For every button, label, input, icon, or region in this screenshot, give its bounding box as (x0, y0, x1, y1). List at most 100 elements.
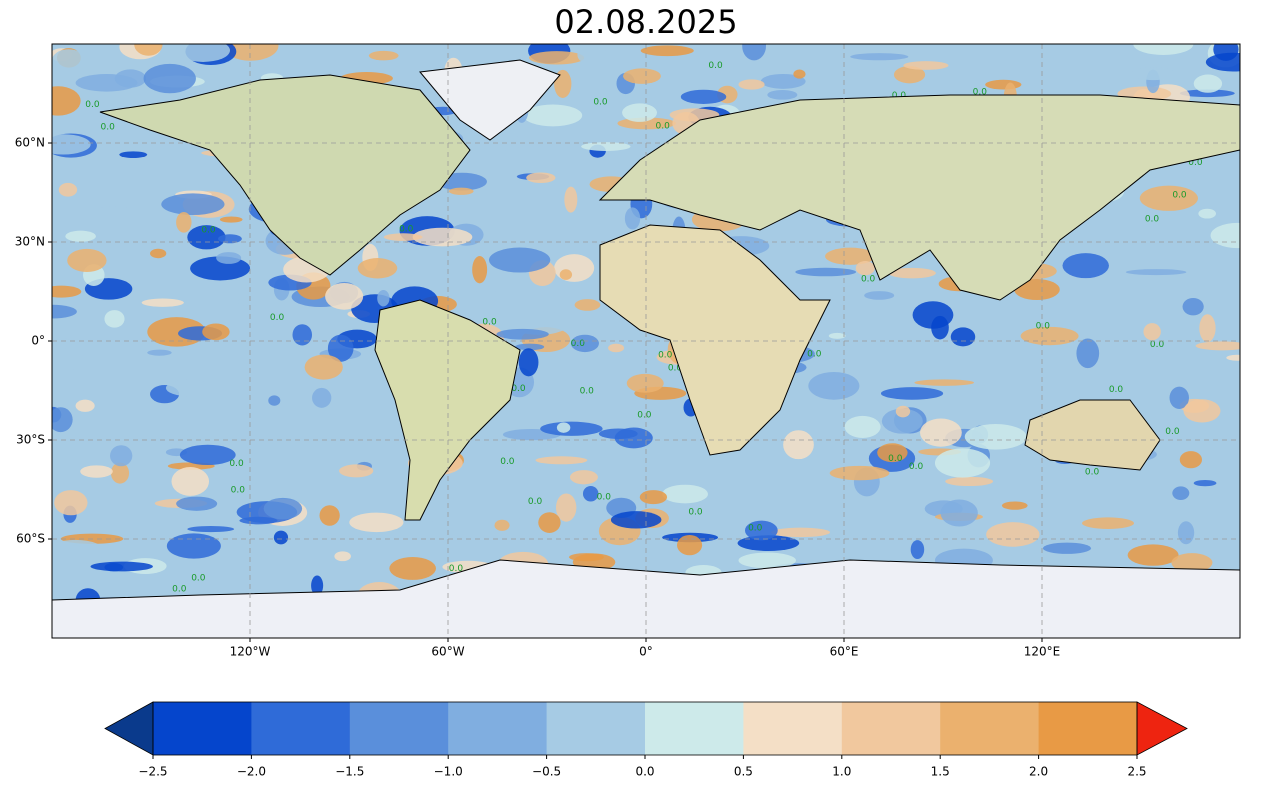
anomaly-patch (877, 443, 908, 463)
anomaly-patch (349, 512, 404, 533)
anomaly-patch (488, 247, 551, 273)
colorbar-tick-label: 1.5 (931, 765, 950, 779)
anomaly-patch (677, 535, 703, 556)
anomaly-patch (273, 530, 289, 545)
anomaly-patch (1179, 451, 1203, 469)
anomaly-patch (1076, 338, 1100, 369)
anomaly-patch (150, 248, 167, 259)
contour-label: 0.0 (593, 97, 608, 107)
anomaly-patch (985, 79, 1022, 90)
contour-label: 0.0 (909, 462, 924, 472)
contour-label: 0.0 (708, 61, 723, 71)
anomaly-patch (1213, 44, 1239, 61)
contour-label: 0.0 (1085, 468, 1100, 478)
anomaly-patch (767, 90, 798, 100)
anomaly-patch (472, 256, 488, 284)
eurasia (598, 94, 1240, 301)
contour-label: 0.0 (658, 351, 673, 361)
anomaly-patch (1179, 89, 1235, 98)
anomaly-patch (529, 51, 585, 65)
contour-label: 0.0 (888, 454, 903, 464)
anomaly-patch (920, 418, 962, 447)
anomaly-patch (903, 61, 949, 70)
anomaly-patch (218, 234, 242, 244)
anomaly-patch (161, 193, 225, 216)
anomaly-patch (895, 405, 911, 418)
anomaly-patch (1193, 74, 1223, 93)
anomaly-patch (1143, 323, 1161, 341)
anomaly-patch (1042, 542, 1092, 554)
anomaly-patch (319, 505, 340, 526)
anomaly-patch (110, 445, 133, 467)
anomaly-patch (855, 261, 875, 276)
colorbar-tick-label: −2.0 (237, 765, 266, 779)
colorbar-bin (251, 702, 351, 755)
anomaly-patch (556, 422, 571, 433)
anomaly-patch (52, 49, 86, 75)
anomaly-patch (1125, 269, 1187, 276)
title: 02.08.2025 (554, 3, 737, 41)
contour-label: 0.0 (85, 100, 100, 110)
anomaly-patch (1014, 279, 1060, 301)
y-tick-label: 60°N (15, 136, 45, 150)
contour-label: 0.0 (482, 318, 497, 328)
anomaly-patch (268, 395, 281, 406)
anomaly-patch (143, 63, 196, 94)
x-tick-label: 120°W (230, 645, 271, 659)
anomaly-patch (1023, 499, 1038, 513)
anomaly-patch (640, 45, 694, 57)
anomaly-patch (624, 207, 641, 230)
contour-label: 0.0 (1150, 340, 1165, 350)
anomaly-patch (52, 86, 81, 116)
anomaly-patch (80, 465, 113, 478)
anomaly-patch (610, 511, 662, 529)
colorbar-bin (940, 702, 1040, 755)
contour-label: 0.0 (201, 226, 216, 236)
anomaly-patch (95, 206, 133, 214)
anomaly-patch (945, 476, 994, 487)
anomaly-patch (614, 427, 653, 449)
anomaly-patch (1193, 479, 1217, 487)
x-tick-label: 120°E (1024, 645, 1061, 659)
anomaly-patch (52, 407, 73, 433)
anomaly-patch (52, 285, 82, 298)
anomaly-patch (574, 299, 601, 311)
contour-label: 0.0 (1188, 158, 1203, 168)
anomaly-patch (783, 430, 814, 460)
contour-label: 0.0 (500, 457, 515, 467)
north-america (99, 74, 471, 276)
anomaly-patch (448, 187, 474, 195)
anomaly-patch (742, 44, 767, 61)
colorbar-tick-label: 1.0 (832, 765, 851, 779)
colorbar-bin (546, 702, 646, 755)
anomaly-patch (165, 379, 212, 397)
anomaly-patch (52, 337, 72, 350)
anomaly-patch (564, 186, 578, 213)
anomaly-patch (1199, 314, 1216, 343)
anomaly-patch (119, 151, 148, 159)
anomaly-patch (771, 527, 831, 538)
anomaly-patch (581, 142, 631, 151)
anomaly-patch (389, 557, 436, 580)
y-tick-label: 0° (31, 334, 45, 348)
anomaly-patch (219, 216, 243, 223)
y-tick-label: 30°N (15, 235, 45, 249)
anomaly-patch (881, 408, 923, 434)
anomaly-patch (1062, 253, 1109, 279)
colorbar-bin (743, 702, 843, 755)
anomaly-patch (639, 490, 668, 505)
contour-label: 0.0 (688, 508, 703, 518)
anomaly-patch (75, 399, 95, 412)
anomaly-patch (864, 291, 895, 300)
anomaly-patch (216, 252, 242, 264)
anomaly-patch (828, 332, 846, 339)
x-tick-label: 60°E (830, 645, 859, 659)
anomaly-patch (1172, 486, 1190, 500)
anomaly-patch (476, 285, 496, 299)
anomaly-patch (540, 421, 603, 436)
anomaly-patch (795, 267, 857, 277)
anomaly-patch (237, 298, 262, 306)
contour-label: 0.0 (1109, 385, 1124, 395)
anomaly-patch (239, 516, 278, 525)
y-tick-label: 60°S (16, 532, 45, 546)
